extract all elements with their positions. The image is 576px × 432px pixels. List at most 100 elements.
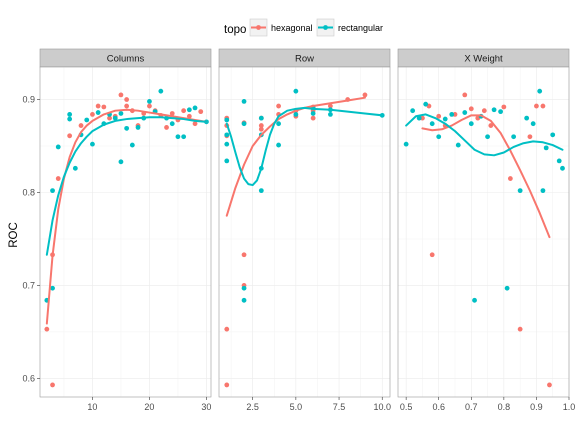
point-hexagonal bbox=[462, 92, 467, 97]
point-rectangular bbox=[67, 117, 72, 122]
point-rectangular bbox=[276, 143, 281, 148]
y-tick-label: 0.6 bbox=[22, 373, 35, 383]
point-hexagonal bbox=[79, 123, 84, 128]
point-hexagonal bbox=[276, 104, 281, 109]
point-rectangular bbox=[158, 89, 163, 94]
x-tick-label: 7.5 bbox=[333, 402, 346, 412]
x-tick-label: 0.9 bbox=[530, 402, 543, 412]
y-tick-label: 0.7 bbox=[22, 280, 35, 290]
point-rectangular bbox=[485, 134, 490, 139]
point-hexagonal bbox=[56, 176, 61, 181]
point-rectangular bbox=[550, 132, 555, 137]
x-tick-label: 0.8 bbox=[498, 402, 511, 412]
y-axis-label: ROC bbox=[8, 222, 20, 248]
strip-label-columns: Columns bbox=[107, 54, 145, 65]
point-rectangular bbox=[193, 106, 198, 111]
point-rectangular bbox=[531, 121, 536, 126]
point-rectangular bbox=[276, 121, 281, 126]
strip-label-x-weight: X Weight bbox=[464, 54, 503, 65]
x-tick-label: 0.6 bbox=[432, 402, 445, 412]
x-tick-label: 0.7 bbox=[465, 402, 478, 412]
point-rectangular bbox=[524, 116, 529, 121]
x-tick-label: 1.0 bbox=[563, 402, 576, 412]
plot-background-row bbox=[219, 67, 390, 397]
point-hexagonal bbox=[124, 97, 129, 102]
point-rectangular bbox=[119, 111, 124, 116]
plot-background-columns bbox=[40, 67, 211, 397]
point-rectangular bbox=[293, 89, 298, 94]
strip-label-row: Row bbox=[295, 54, 314, 65]
point-hexagonal bbox=[90, 112, 95, 117]
point-rectangular bbox=[518, 188, 523, 193]
point-rectangular bbox=[67, 112, 72, 117]
point-rectangular bbox=[259, 116, 264, 121]
x-tick-label: 0.5 bbox=[400, 402, 413, 412]
panel-columns: Columns 10 20 30 0.6 0.7 0.8 0.9 bbox=[22, 49, 211, 412]
point-hexagonal bbox=[101, 105, 106, 110]
point-hexagonal bbox=[482, 108, 487, 113]
point-rectangular bbox=[541, 188, 546, 193]
point-hexagonal bbox=[528, 134, 533, 139]
point-rectangular bbox=[242, 121, 247, 126]
point-hexagonal bbox=[119, 92, 124, 97]
point-rectangular bbox=[293, 112, 298, 117]
point-hexagonal bbox=[96, 104, 101, 109]
point-hexagonal bbox=[181, 108, 186, 113]
point-rectangular bbox=[224, 132, 229, 137]
point-rectangular bbox=[557, 158, 562, 163]
point-rectangular bbox=[56, 145, 61, 150]
point-hexagonal bbox=[67, 133, 72, 138]
point-rectangular bbox=[436, 134, 441, 139]
point-hexagonal bbox=[164, 125, 169, 130]
point-rectangular bbox=[311, 111, 316, 116]
point-rectangular bbox=[259, 188, 264, 193]
point-rectangular bbox=[170, 121, 175, 126]
legend-label-rectangular: rectangular bbox=[338, 23, 383, 33]
point-rectangular bbox=[449, 112, 454, 117]
point-rectangular bbox=[50, 188, 55, 193]
point-rectangular bbox=[224, 142, 229, 147]
x-tick-label: 2.5 bbox=[246, 402, 259, 412]
point-rectangular bbox=[498, 109, 503, 114]
point-hexagonal bbox=[224, 327, 229, 332]
point-rectangular bbox=[130, 143, 135, 148]
point-hexagonal bbox=[541, 104, 546, 109]
point-hexagonal bbox=[147, 104, 152, 109]
point-hexagonal bbox=[242, 252, 247, 257]
x-tick-label: 5.0 bbox=[290, 402, 303, 412]
x-tick-label: 10 bbox=[87, 402, 97, 412]
legend-title: topo bbox=[224, 24, 246, 36]
legend-key-point-hexagonal bbox=[256, 25, 261, 30]
point-rectangular bbox=[462, 110, 467, 115]
point-hexagonal bbox=[469, 106, 474, 111]
point-rectangular bbox=[90, 142, 95, 147]
point-rectangular bbox=[73, 166, 78, 171]
point-hexagonal bbox=[363, 92, 368, 97]
point-rectangular bbox=[176, 134, 181, 139]
point-rectangular bbox=[328, 112, 333, 117]
y-tick-label: 0.8 bbox=[22, 187, 35, 197]
point-rectangular bbox=[84, 118, 89, 123]
point-hexagonal bbox=[50, 383, 55, 388]
point-rectangular bbox=[242, 99, 247, 104]
point-rectangular bbox=[242, 298, 247, 303]
point-rectangular bbox=[469, 121, 474, 126]
point-rectangular bbox=[136, 125, 141, 130]
point-rectangular bbox=[181, 134, 186, 139]
legend-label-hexagonal: hexagonal bbox=[271, 23, 313, 33]
point-rectangular bbox=[423, 102, 428, 107]
point-rectangular bbox=[242, 286, 247, 291]
point-rectangular bbox=[119, 159, 124, 164]
point-hexagonal bbox=[44, 327, 49, 332]
point-rectangular bbox=[410, 108, 415, 113]
panel-x-weight: X Weight 0.5 0.6 0.7 0.8 0.9 1.0 bbox=[398, 49, 575, 412]
legend-key-point-rectangular bbox=[323, 25, 328, 30]
x-tick-label: 20 bbox=[144, 402, 154, 412]
point-hexagonal bbox=[430, 252, 435, 257]
point-hexagonal bbox=[311, 116, 316, 121]
point-hexagonal bbox=[518, 327, 523, 332]
point-rectangular bbox=[124, 126, 129, 131]
point-hexagonal bbox=[224, 383, 229, 388]
point-hexagonal bbox=[508, 176, 513, 181]
